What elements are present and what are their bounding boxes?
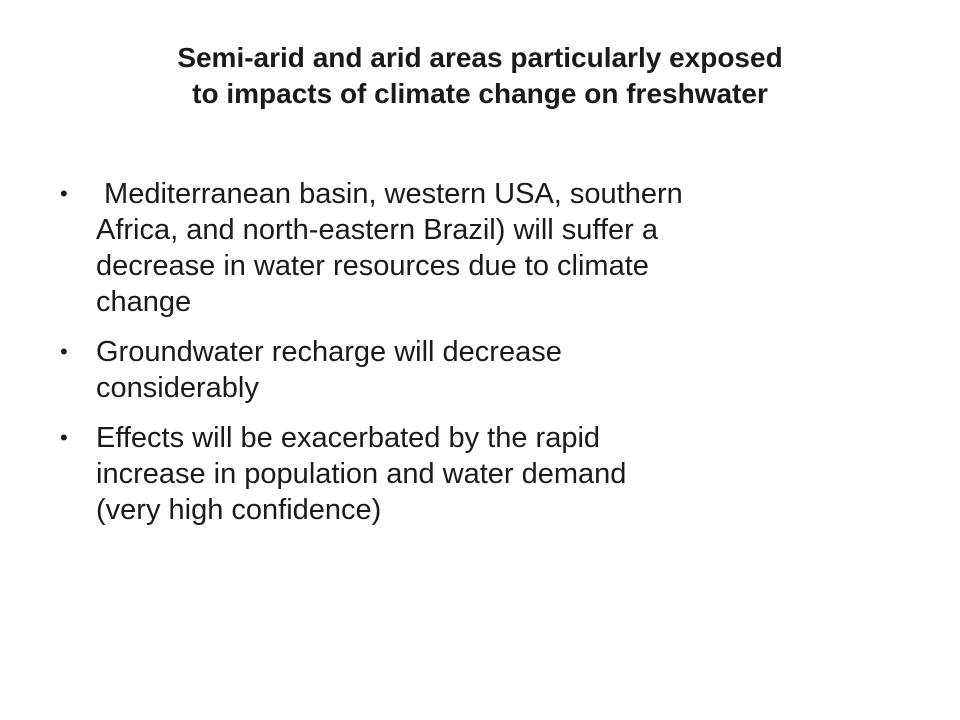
- slide-title-line: Semi-arid and arid areas particularly ex…: [177, 42, 783, 73]
- bullet-list: • Mediterranean basin, western USA, sout…: [56, 176, 906, 542]
- bullet-text-line: change: [96, 286, 192, 318]
- bullet-text-line: Mediterranean basin, western USA, southe…: [96, 178, 683, 210]
- bullet-text-line: decrease in water resources due to clima…: [96, 250, 649, 282]
- slide-title-line: to impacts of climate change on freshwat…: [192, 78, 768, 109]
- bullet-dot-icon: •: [60, 425, 68, 450]
- bullet-text-line: Africa, and north-eastern Brazil) will s…: [96, 214, 658, 246]
- slide-title: Semi-arid and arid areas particularly ex…: [60, 40, 900, 112]
- bullet-item: • Groundwater recharge will decrease con…: [56, 334, 906, 406]
- bullet-text-line: considerably: [96, 372, 259, 404]
- bullet-text-line: (very high confidence): [96, 494, 382, 526]
- bullet-text-line: Groundwater recharge will decrease: [96, 336, 562, 368]
- bullet-text-line: increase in population and water demand: [96, 458, 627, 490]
- bullet-item: • Mediterranean basin, western USA, sout…: [56, 176, 906, 320]
- bullet-dot-icon: •: [60, 339, 68, 364]
- bullet-dot-icon: •: [60, 181, 68, 206]
- bullet-item: • Effects will be exacerbated by the rap…: [56, 420, 906, 528]
- bullet-text-line: Effects will be exacerbated by the rapid: [96, 422, 601, 454]
